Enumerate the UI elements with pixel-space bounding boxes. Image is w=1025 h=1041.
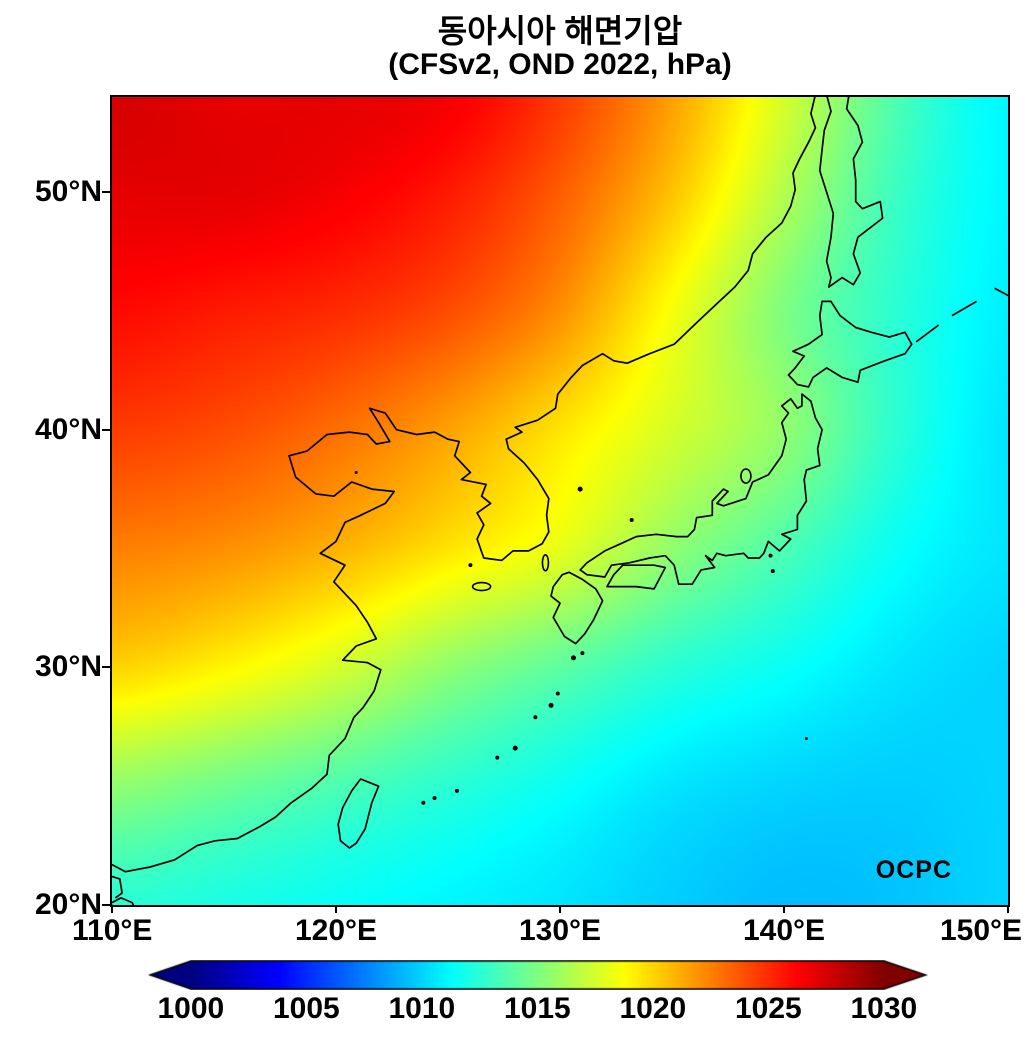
x-tick-label: 120°E	[295, 914, 378, 947]
coastline-path	[606, 564, 667, 590]
island-outline	[541, 553, 550, 572]
y-tick-label: 40°N	[34, 412, 102, 446]
island-outline	[471, 581, 492, 592]
coastline-path	[550, 571, 604, 645]
coastline-path	[787, 300, 913, 388]
small-island-dot	[770, 569, 775, 574]
x-tick-mark	[783, 905, 785, 913]
x-tick-mark	[559, 905, 561, 913]
x-tick-label: 150°E	[940, 914, 1023, 947]
colorbar-tick-label: 1030	[850, 992, 918, 1025]
small-island-dot	[577, 486, 583, 492]
y-tick-mark	[102, 904, 110, 906]
x-tick-mark	[1007, 905, 1009, 913]
coastline-path	[337, 778, 380, 849]
colorbar-tick-label: 1020	[619, 992, 687, 1025]
colorbar-tick-label: 1015	[504, 992, 571, 1025]
coastline-path	[112, 897, 135, 905]
y-tick-label: 30°N	[34, 650, 102, 684]
coastlines-overlay	[112, 97, 1008, 905]
y-tick-mark	[102, 191, 110, 194]
y-tick-label: 20°N	[34, 888, 102, 921]
pressure-field-canvas	[112, 97, 1008, 905]
map-plot-area: OCPC	[110, 95, 1010, 907]
x-tick-mark	[111, 905, 113, 913]
coastline-path	[951, 300, 978, 317]
small-island-dot	[768, 553, 773, 558]
colorbar-tick-label: 1000	[157, 992, 225, 1025]
coastline-path	[915, 324, 940, 343]
small-island-dot	[804, 737, 808, 741]
x-tick-mark	[335, 905, 337, 913]
colorbar-tick-label: 1005	[273, 992, 340, 1025]
y-tick-label: 50°N	[34, 175, 102, 209]
coastline-path	[818, 97, 884, 288]
small-island-dot	[468, 563, 473, 568]
colorbar	[148, 960, 928, 990]
small-island-dot	[354, 470, 358, 474]
coastline-path	[112, 97, 817, 873]
colorbar-tick-label: 1025	[735, 992, 802, 1025]
x-tick-label: 130°E	[519, 914, 602, 947]
small-island-dot	[495, 755, 500, 760]
small-island-dot	[421, 800, 426, 805]
small-island-dot	[512, 745, 518, 751]
island-outline	[740, 468, 752, 484]
chart-title: 동아시아 해면기압	[437, 13, 683, 49]
coastline-path	[994, 287, 1008, 297]
small-island-dot	[580, 651, 585, 656]
small-island-dot	[629, 518, 634, 523]
y-tick-mark	[102, 666, 110, 669]
coastline-path	[579, 393, 823, 586]
y-tick-mark	[102, 428, 110, 431]
small-island-dot	[570, 655, 576, 661]
small-island-dot	[533, 715, 538, 720]
x-tick-label: 140°E	[743, 914, 826, 947]
x-tick-label: 110°E	[72, 914, 153, 947]
colorbar-tick-label: 1010	[388, 992, 456, 1025]
small-island-dot	[548, 702, 554, 708]
chart-subtitle: (CFSv2, OND 2022, hPa)	[388, 48, 732, 81]
ocpc-watermark: OCPC	[875, 856, 952, 884]
coastline-path	[112, 875, 123, 899]
small-island-dot	[555, 691, 560, 696]
small-island-dot	[454, 788, 459, 793]
small-island-dot	[432, 796, 437, 801]
